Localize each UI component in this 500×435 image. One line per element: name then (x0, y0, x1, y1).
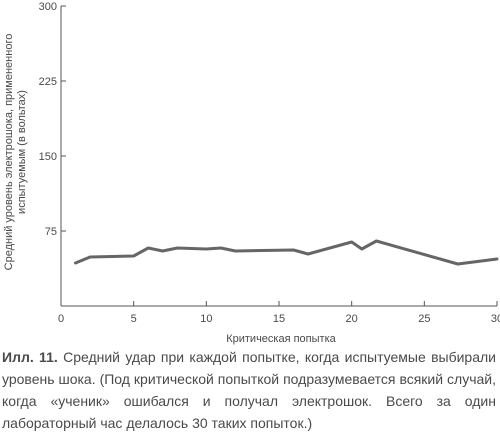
x-tick-label: 30 (491, 313, 500, 325)
x-tick-label: 15 (273, 313, 285, 325)
y-tick-label: 300 (39, 1, 57, 13)
y-axis-title-line: Средний уровень электрошока, примененног… (3, 34, 15, 271)
x-tick-label: 25 (418, 313, 430, 325)
y-axis-title-line: испытуемым (в вольтах) (16, 90, 28, 214)
line-chart: 75 150 225 300 0 5 10 15 20 25 30 Критическая попыт… (3, 1, 500, 345)
x-axis-title: Критическая попытка (226, 333, 336, 345)
y-tick-label: 75 (45, 226, 57, 238)
x-tick-label: 5 (131, 313, 137, 325)
x-tick-label: 10 (200, 313, 212, 325)
caption-text: Средний удар при каждой попытке, когда и… (2, 349, 496, 431)
y-axis-title: Средний уровень электрошока, примененног… (3, 34, 28, 271)
caption-label: Илл. 11. (2, 349, 58, 365)
x-tick-label: 20 (346, 313, 358, 325)
plot-area: 75 150 225 300 0 5 10 15 20 25 30 Критическая попыт… (3, 1, 500, 345)
y-tick-label: 150 (39, 151, 57, 163)
figure-caption: Илл. 11. Средний удар при каждой попытке… (2, 346, 496, 434)
y-tick-label: 225 (39, 76, 57, 88)
x-tick-label: 0 (58, 313, 64, 325)
series-line (74, 239, 499, 266)
